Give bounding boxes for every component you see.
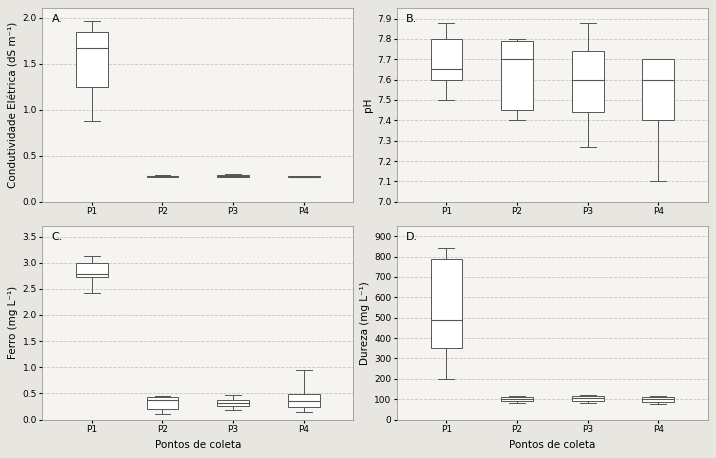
PathPatch shape (430, 259, 463, 348)
PathPatch shape (147, 175, 178, 177)
Text: D.: D. (406, 232, 418, 242)
Text: C.: C. (52, 232, 63, 242)
PathPatch shape (572, 396, 604, 401)
PathPatch shape (288, 176, 319, 177)
PathPatch shape (76, 263, 107, 278)
X-axis label: Pontos de coleta: Pontos de coleta (509, 440, 596, 450)
Y-axis label: Condutividade Elétrica (dS m⁻¹): Condutividade Elétrica (dS m⁻¹) (9, 22, 19, 188)
PathPatch shape (430, 39, 463, 80)
PathPatch shape (288, 394, 319, 407)
PathPatch shape (642, 59, 674, 120)
PathPatch shape (147, 397, 178, 409)
Text: A.: A. (52, 14, 63, 24)
PathPatch shape (76, 32, 107, 87)
Y-axis label: pH: pH (363, 98, 373, 112)
X-axis label: Pontos de coleta: Pontos de coleta (155, 440, 241, 450)
PathPatch shape (501, 41, 533, 110)
Y-axis label: Ferro (mg L⁻¹): Ferro (mg L⁻¹) (9, 286, 19, 360)
Text: B.: B. (406, 14, 417, 24)
PathPatch shape (501, 397, 533, 401)
PathPatch shape (217, 175, 249, 177)
Y-axis label: Dureza (mg L⁻¹): Dureza (mg L⁻¹) (360, 281, 370, 365)
PathPatch shape (642, 397, 674, 402)
PathPatch shape (217, 400, 249, 406)
PathPatch shape (572, 51, 604, 112)
